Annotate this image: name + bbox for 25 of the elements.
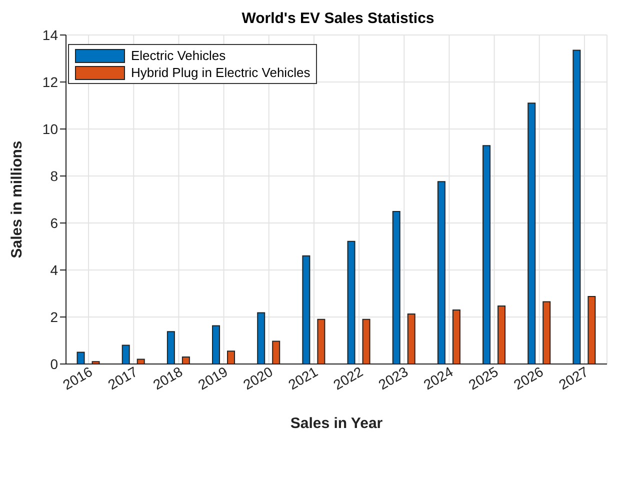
y-tick-label: 2: [50, 308, 58, 325]
y-tick-label: 4: [50, 262, 58, 278]
x-axis-title: Sales in Year: [290, 415, 383, 432]
chart-title: World's EV Sales Statistics: [240, 10, 436, 27]
y-axis-title: Sales in millions: [8, 140, 26, 258]
x-tick-label: 2021: [285, 363, 321, 393]
y-tick-label: 14: [42, 26, 58, 43]
y-tick-label: 6: [50, 214, 58, 231]
y-tick-label: 0: [50, 356, 58, 372]
x-tick-label: 2027: [556, 363, 592, 393]
x-tick-label: 2020: [240, 363, 276, 393]
y-tick-label: 10: [42, 120, 58, 137]
x-tick-label: 2017: [105, 363, 140, 393]
x-tick-label: 2025: [466, 363, 501, 393]
x-tick-label: 2023: [376, 363, 411, 393]
y-tick-label: 8: [50, 168, 58, 184]
x-tick-label: 2026: [510, 363, 546, 393]
legend-label: Electric Vehicles: [131, 47, 226, 64]
x-tick-label: 2019: [195, 363, 230, 393]
x-tick-label: 2016: [60, 363, 96, 393]
x-tick-label: 2024: [420, 363, 456, 393]
x-tick-label: 2018: [150, 363, 186, 393]
x-tick-label: 2022: [330, 363, 366, 393]
y-tick-label: 12: [42, 74, 58, 90]
legend-label: Hybrid Plug in Electric Vehicles: [131, 64, 310, 81]
